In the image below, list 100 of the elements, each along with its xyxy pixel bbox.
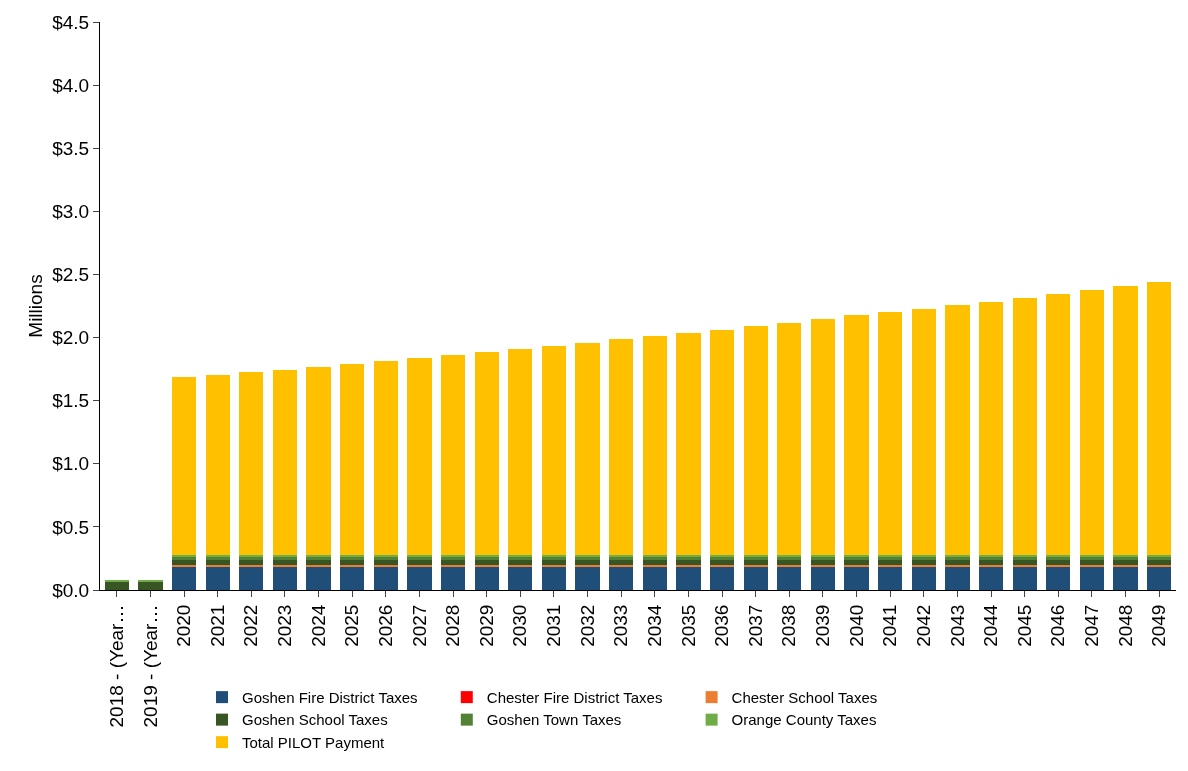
x-tick-label: 2039 [812, 604, 834, 647]
bar [205, 559, 230, 565]
legend-label: Goshen Fire District Taxes [242, 688, 418, 706]
y-axis-title: Millions [25, 274, 47, 338]
bar [1046, 566, 1071, 590]
bar [1113, 559, 1138, 565]
bar [878, 566, 903, 590]
bar [575, 342, 600, 555]
bar [1113, 566, 1138, 590]
y-tick-label: $4.0 [52, 74, 90, 96]
y-tick-label: $2.0 [52, 327, 90, 349]
bar [810, 566, 836, 590]
bar [1113, 564, 1138, 567]
bar [373, 559, 398, 565]
bar [743, 326, 768, 555]
x-tick-label: 2028 [442, 604, 464, 647]
x-tick-label: 2048 [1114, 604, 1136, 647]
bar [777, 566, 802, 590]
bar [1147, 566, 1172, 590]
bar [541, 345, 567, 555]
bar [306, 566, 331, 590]
legend-label: Orange County Taxes [731, 711, 877, 729]
bar [407, 566, 432, 590]
legend-label: Chester School Taxes [731, 688, 878, 706]
bar [945, 564, 970, 567]
x-tick-label: 2045 [1013, 604, 1035, 647]
bar [743, 566, 768, 590]
x-tick-label: 2026 [374, 604, 396, 647]
bar [1147, 282, 1172, 555]
bar [171, 559, 197, 565]
bar [1046, 559, 1071, 565]
bar [306, 564, 331, 567]
x-tick-label: 2033 [610, 604, 632, 647]
bar [474, 566, 499, 590]
bar [239, 372, 264, 555]
x-tick-label: 2018 - (Year… [105, 604, 127, 728]
x-tick-label: 2023 [274, 604, 296, 647]
bar [609, 566, 634, 590]
bar [340, 566, 365, 590]
x-tick-label: 2030 [509, 604, 531, 647]
bar [138, 582, 163, 590]
bar [777, 559, 802, 565]
x-tick-label: 2020 [173, 604, 195, 647]
bar [239, 566, 264, 590]
bar [642, 336, 667, 555]
bar [575, 564, 600, 567]
bar [676, 559, 701, 565]
legend-label: Goshen School Taxes [242, 711, 388, 729]
bar [205, 374, 230, 555]
bar [474, 352, 499, 555]
bar [272, 566, 298, 590]
bar [642, 559, 667, 565]
bar [945, 305, 970, 555]
bar [709, 566, 735, 590]
bar [272, 369, 298, 555]
x-tick-label: 2047 [1081, 604, 1103, 647]
bar [844, 566, 869, 590]
x-tick-label: 2049 [1148, 604, 1170, 647]
x-tick-label: 2019 - (Year… [139, 604, 161, 728]
bar [844, 315, 869, 555]
bar [978, 301, 1004, 555]
legend-label: Goshen Town Taxes [486, 711, 622, 729]
x-tick-label: 2021 [206, 604, 228, 647]
bar [541, 566, 567, 590]
bar [171, 566, 197, 590]
x-tick-label: 2024 [307, 604, 329, 647]
bar [373, 360, 398, 555]
x-tick-label: 2046 [1047, 604, 1069, 647]
y-tick-label: $1.5 [52, 390, 90, 412]
bar [978, 559, 1004, 565]
bar [911, 559, 936, 565]
bar [810, 559, 836, 565]
bar [104, 582, 129, 590]
bar [306, 366, 331, 555]
x-tick-label: 2031 [543, 604, 565, 647]
bar [171, 377, 197, 555]
bar [1079, 289, 1105, 555]
x-tick-label: 2029 [475, 604, 497, 647]
bar [743, 559, 768, 565]
x-tick-label: 2040 [845, 604, 867, 647]
x-tick-label: 2037 [744, 604, 766, 647]
bar [911, 566, 936, 590]
bar [878, 312, 903, 555]
x-tick-label: 2036 [711, 604, 733, 647]
x-tick-label: 2038 [778, 604, 800, 647]
x-tick-label: 2044 [980, 604, 1002, 647]
bar [609, 339, 634, 555]
bar [945, 559, 970, 565]
bar [777, 323, 802, 555]
bar [508, 348, 533, 555]
bar [373, 566, 398, 590]
y-tick-label: $0.5 [52, 516, 90, 538]
bar [1079, 566, 1105, 590]
bar [272, 559, 298, 565]
bar [878, 559, 903, 565]
bar [508, 566, 533, 590]
bar [844, 564, 869, 567]
bar [642, 566, 667, 590]
bar [440, 355, 466, 555]
bar [340, 364, 365, 555]
